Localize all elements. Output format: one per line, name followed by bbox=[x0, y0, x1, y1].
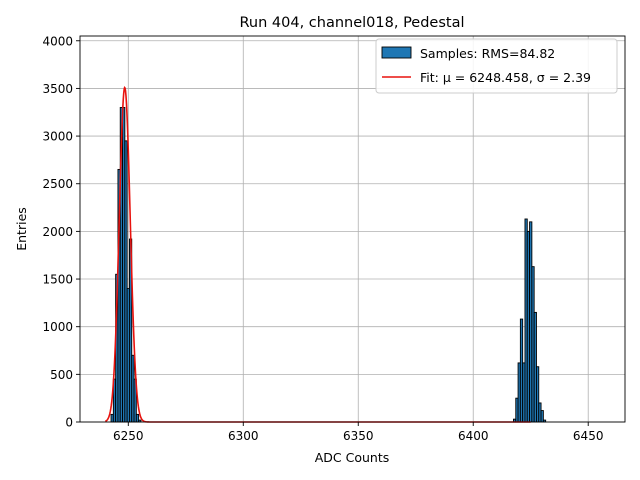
legend-box bbox=[375, 38, 618, 94]
y-tick-label: 1000 bbox=[42, 320, 73, 334]
histogram-bars bbox=[110, 107, 547, 423]
y-axis-ticks: 0 500 1000 1500 2000 2500 3000 3500 4000 bbox=[42, 34, 80, 430]
x-tick-label: 6450 bbox=[573, 429, 604, 443]
x-tick-label: 6400 bbox=[458, 429, 489, 443]
x-axis-ticks: 6250 6300 6350 6400 6450 bbox=[113, 422, 603, 443]
legend: Samples: RMS=84.82 Fit: μ = 6248.458, σ … bbox=[375, 38, 618, 94]
chart-title: Run 404, channel018, Pedestal bbox=[239, 15, 464, 31]
y-tick-label: 4000 bbox=[42, 34, 73, 48]
legend-histogram-swatch bbox=[381, 46, 412, 59]
x-tick-label: 6300 bbox=[228, 429, 259, 443]
y-tick-label: 2000 bbox=[42, 225, 73, 239]
y-tick-label: 500 bbox=[50, 368, 73, 382]
y-tick-label: 0 bbox=[65, 416, 73, 430]
x-tick-label: 6350 bbox=[343, 429, 374, 443]
y-tick-label: 1500 bbox=[42, 273, 73, 287]
y-tick-label: 3000 bbox=[42, 130, 73, 144]
y-tick-label: 2500 bbox=[42, 177, 73, 191]
legend-histogram-label: Samples: RMS=84.82 bbox=[420, 46, 555, 61]
y-axis-label: Entries bbox=[14, 207, 29, 251]
x-axis-label: ADC Counts bbox=[315, 450, 390, 465]
grid-lines bbox=[80, 36, 625, 423]
y-tick-label: 3500 bbox=[42, 82, 73, 96]
fit-curve bbox=[104, 85, 531, 423]
legend-fit-label: Fit: μ = 6248.458, σ = 2.39 bbox=[420, 70, 591, 85]
x-tick-label: 6250 bbox=[113, 429, 144, 443]
plot-frame bbox=[79, 35, 626, 423]
